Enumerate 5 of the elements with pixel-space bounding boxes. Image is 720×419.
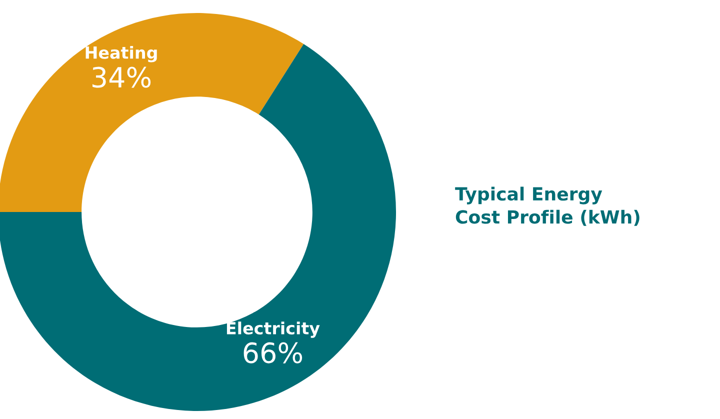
text: Typical Energy Cost Profile (kWh) xyxy=(455,186,640,226)
slice-label: Electricity xyxy=(226,322,320,338)
data-label: 34% xyxy=(92,66,151,88)
slice-label: Heating xyxy=(86,46,157,62)
data-label: 66% xyxy=(244,342,302,364)
